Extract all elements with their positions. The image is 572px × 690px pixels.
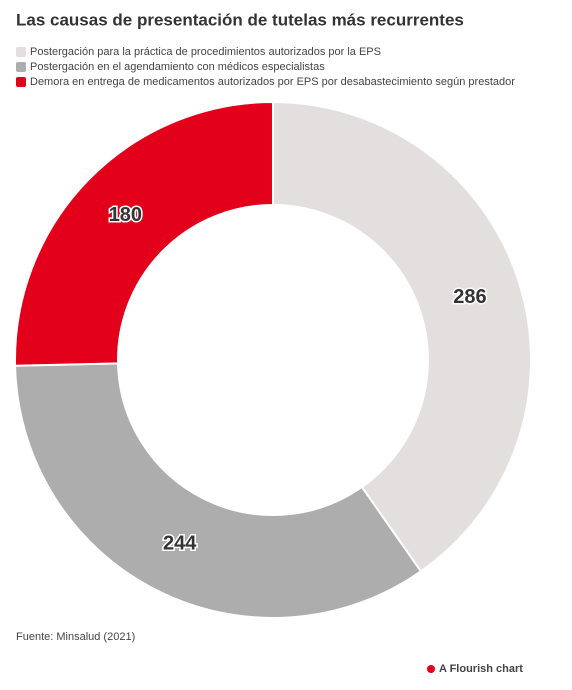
legend-label: Demora en entrega de medicamentos autori… — [30, 76, 515, 88]
legend-swatch — [16, 47, 26, 57]
data-label: 180 — [109, 204, 142, 226]
legend-label: Postergación para la práctica de procedi… — [30, 46, 381, 58]
data-label: 286 — [453, 286, 486, 308]
donut-segment — [14, 100, 274, 367]
donut-segment — [272, 100, 532, 573]
chart-title: Las causas de presentación de tutelas má… — [16, 10, 464, 29]
legend-swatch — [16, 62, 26, 72]
legend-label: Postergación en el agendamiento con médi… — [30, 61, 325, 73]
credit[interactable]: A Flourish chart — [439, 663, 523, 675]
flourish-logo — [427, 665, 435, 673]
source: Fuente: Minsalud (2021) — [16, 631, 135, 643]
donut-segment — [14, 362, 423, 619]
data-label: 244 — [163, 532, 197, 554]
legend-swatch — [16, 77, 26, 87]
